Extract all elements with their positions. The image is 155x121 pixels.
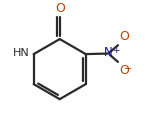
- Text: HN: HN: [13, 48, 29, 58]
- Text: −: −: [124, 64, 132, 74]
- Text: O: O: [120, 64, 130, 77]
- Text: N: N: [104, 46, 112, 60]
- Text: O: O: [120, 30, 130, 43]
- Text: O: O: [55, 2, 65, 15]
- Text: +: +: [112, 46, 119, 55]
